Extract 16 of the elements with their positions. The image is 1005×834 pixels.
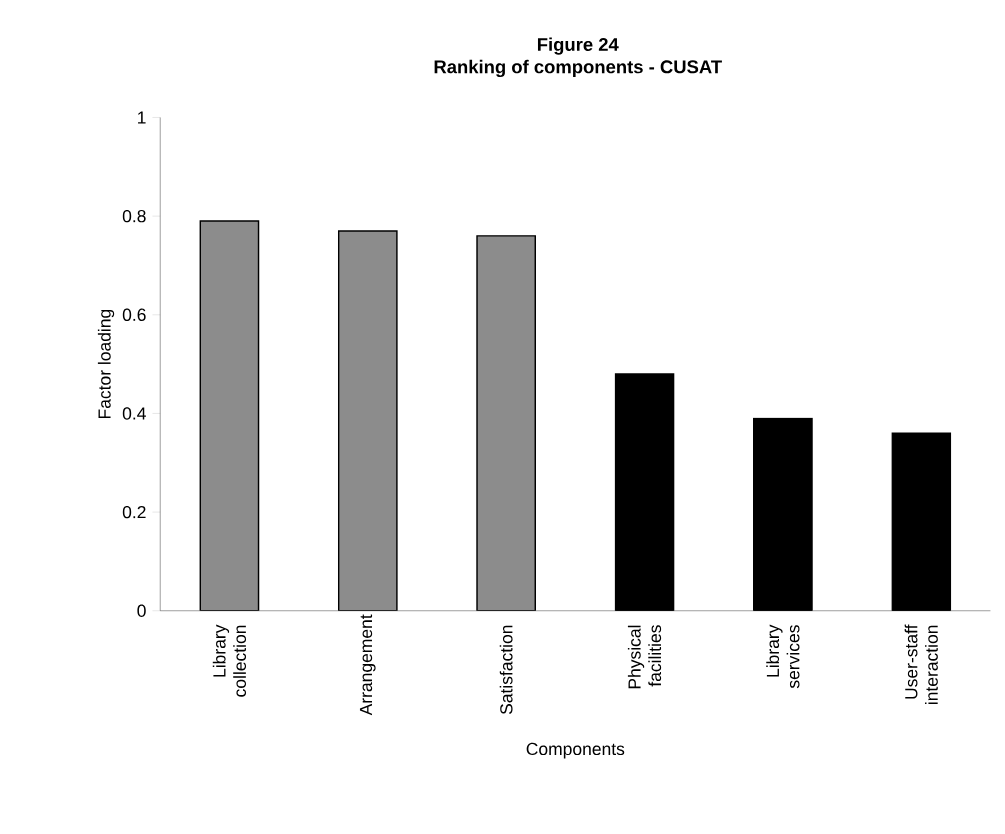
y-tick-label: 1	[138, 111, 146, 124]
chart-subtitle: Ranking of components - CUSAT	[434, 59, 722, 78]
y-tick-label: 0.4	[122, 407, 146, 420]
x-tick-label: Satisfaction	[499, 625, 513, 715]
chart-title: Figure 24	[537, 37, 619, 55]
y-tick-label: 0.2	[122, 505, 146, 519]
y-tick-label: 0	[137, 604, 146, 617]
x-tick-label: Physical facilities	[627, 625, 662, 689]
x-tick-label: Library services	[766, 624, 800, 689]
x-axis-title: Components	[526, 742, 625, 759]
x-tick-label: User-staff interaction	[904, 624, 938, 704]
x-tick-label: Library collection	[212, 624, 247, 697]
y-axis-title: Factor loading	[97, 309, 115, 419]
y-tick-label: 0.6	[122, 308, 146, 321]
y-tick-label: 0.8	[122, 209, 146, 223]
x-tick-label: Arrangement	[359, 614, 376, 716]
